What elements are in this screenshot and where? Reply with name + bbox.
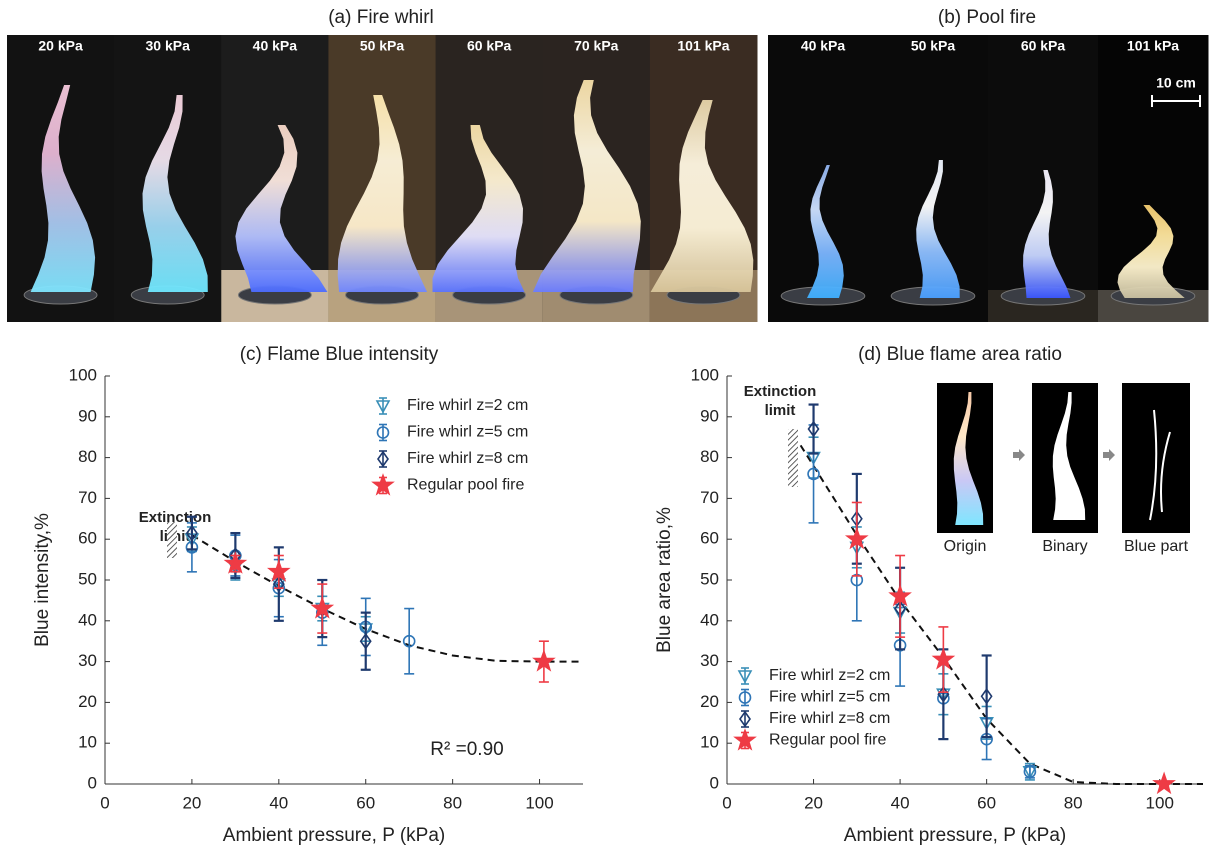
frame-label: 60 kPa — [1021, 38, 1066, 54]
y-tick-label: 90 — [700, 406, 719, 425]
y-tick-label: 20 — [700, 692, 719, 711]
y-tick-label: 0 — [88, 773, 97, 792]
annotation: R² =0.90 — [430, 739, 503, 760]
y-tick-label: 100 — [69, 365, 97, 384]
y-tick-label: 10 — [700, 733, 719, 752]
frame-label: 70 kPa — [574, 38, 619, 54]
y-tick-label: 90 — [78, 406, 97, 425]
extinction-hatch — [167, 522, 177, 558]
x-tick-label: 0 — [722, 793, 731, 812]
y-tick-label: 60 — [78, 529, 97, 548]
y-tick-label: 40 — [78, 610, 97, 629]
inset-arrow — [1103, 449, 1115, 461]
marker — [1155, 774, 1174, 792]
y-tick-label: 70 — [78, 488, 97, 507]
x-tick-label: 60 — [977, 793, 996, 812]
x-tick-label: 100 — [1146, 793, 1174, 812]
y-tick-label: 100 — [691, 365, 719, 384]
y-tick-label: 50 — [700, 569, 719, 588]
inset-arrow — [1013, 449, 1025, 461]
y-axis-label: Blue area ratio,% — [654, 507, 675, 653]
frame-label: 60 kPa — [467, 38, 512, 54]
x-tick-label: 100 — [525, 793, 553, 812]
legend-label: Fire whirl z=8 cm — [769, 710, 890, 727]
extinction-hatch — [788, 429, 798, 487]
frame-label: 101 kPa — [1127, 38, 1179, 54]
y-tick-label: 40 — [700, 610, 719, 629]
inset-label: Binary — [1042, 538, 1087, 555]
y-tick-label: 0 — [710, 773, 719, 792]
inset-label: Origin — [944, 538, 987, 555]
legend-label: Fire whirl z=2 cm — [407, 397, 528, 414]
frame-label: 30 kPa — [146, 38, 191, 54]
figure: (a) Fire whirl (b) Pool fire 20 kPa 30 kP… — [0, 0, 1215, 852]
y-tick-label: 70 — [700, 488, 719, 507]
y-tick-label: 20 — [78, 692, 97, 711]
x-tick-label: 80 — [1064, 793, 1083, 812]
x-tick-label: 60 — [356, 793, 375, 812]
x-tick-label: 40 — [269, 793, 288, 812]
frame-label: 40 kPa — [801, 38, 846, 54]
x-tick-label: 20 — [804, 793, 823, 812]
x-axis-label: Ambient pressure, P (kPa) — [223, 825, 445, 846]
legend-label: Fire whirl z=5 cm — [407, 424, 528, 441]
y-axis-label: Blue intensity,% — [32, 513, 53, 647]
y-tick-label: 10 — [78, 733, 97, 752]
y-tick-label: 50 — [78, 569, 97, 588]
error-bar — [809, 405, 819, 454]
x-tick-label: 0 — [100, 793, 109, 812]
legend-label: Fire whirl z=8 cm — [407, 450, 528, 467]
scale-bar-label: 10 cm — [1156, 75, 1196, 91]
extinction-label: Extinction — [744, 383, 817, 400]
y-tick-label: 80 — [78, 447, 97, 466]
photo-title: (b) Pool fire — [938, 7, 1036, 28]
error-bar — [404, 609, 414, 674]
y-tick-label: 60 — [700, 529, 719, 548]
fit-line — [192, 535, 583, 662]
y-tick-label: 80 — [700, 447, 719, 466]
x-tick-label: 80 — [443, 793, 462, 812]
frame-label: 50 kPa — [911, 38, 956, 54]
chart-title: (c) Flame Blue intensity — [240, 344, 439, 365]
error-bar — [982, 655, 992, 737]
legend-label: Fire whirl z=2 cm — [769, 667, 890, 684]
legend-label: Regular pool fire — [407, 477, 525, 494]
x-axis-label: Ambient pressure, P (kPa) — [844, 825, 1066, 846]
y-tick-label: 30 — [700, 651, 719, 670]
frame-label: 40 kPa — [253, 38, 298, 54]
frame-label: 101 kPa — [677, 38, 729, 54]
legend-label: Regular pool fire — [769, 732, 887, 749]
y-tick-label: 30 — [78, 651, 97, 670]
chart-title: (d) Blue flame area ratio — [858, 344, 1062, 365]
x-tick-label: 40 — [891, 793, 910, 812]
frame-label: 50 kPa — [360, 38, 405, 54]
inset-label: Blue part — [1124, 538, 1189, 555]
frame-label: 20 kPa — [38, 38, 83, 54]
legend-label: Fire whirl z=5 cm — [769, 689, 890, 706]
photo-title: (a) Fire whirl — [328, 7, 434, 28]
extinction-label: limit — [765, 402, 796, 419]
x-tick-label: 20 — [182, 793, 201, 812]
